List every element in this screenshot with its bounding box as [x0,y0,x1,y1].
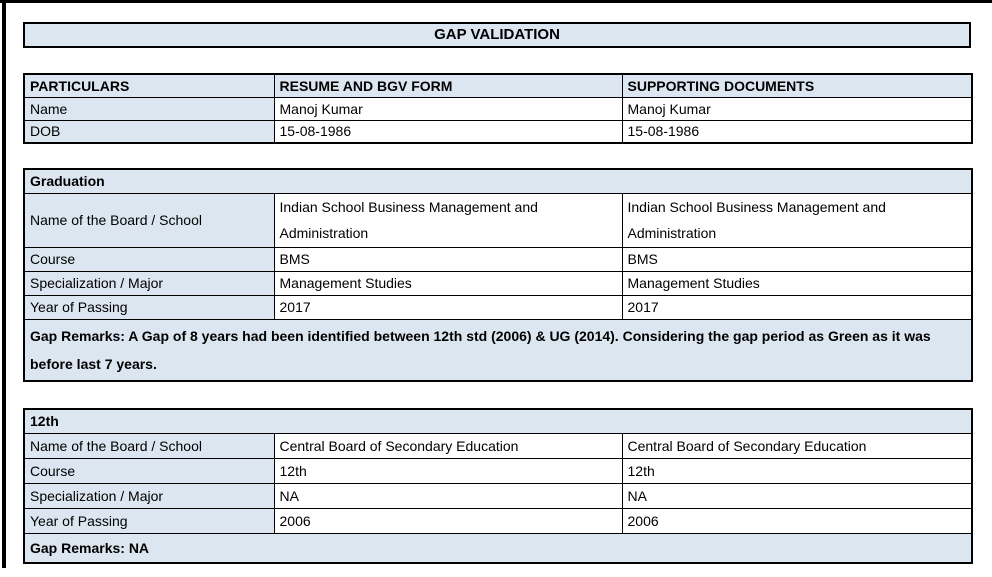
row-label-cell: Course [23,457,275,484]
table-row: Course 12th 12th [23,457,973,484]
table-row: Course BMS BMS [23,246,973,272]
supporting-value-cell: 15-08-1986 [621,119,973,144]
particulars-table: PARTICULARS RESUME AND BGV FORM SUPPORTI… [23,73,973,144]
row-label-cell: Name [23,96,275,121]
table-row: Year of Passing 2006 2006 [23,507,973,534]
resume-value-cell: 12th [273,457,623,484]
gap-remarks-graduation: Gap Remarks: A Gap of 8 years had been i… [23,318,973,382]
document-title: GAP VALIDATION [434,26,560,43]
row-label-cell: Specialization / Major [23,270,275,296]
table-row: Name of the Board / School Indian School… [23,192,973,248]
document-title-box: GAP VALIDATION [23,22,971,48]
supporting-value-cell: Central Board of Secondary Education [621,432,973,459]
page-border-left [2,0,6,568]
supporting-value-cell: 2006 [621,507,973,534]
resume-value-cell: BMS [273,246,623,272]
row-label-cell: DOB [23,119,275,144]
row-label-cell: Name of the Board / School [23,192,275,248]
row-label-cell: Year of Passing [23,294,275,320]
col-header-resume-bgv: RESUME AND BGV FORM [273,73,623,98]
resume-value-cell: 2017 [273,294,623,320]
table-row: DOB 15-08-1986 15-08-1986 [23,119,973,144]
row-label-cell: Name of the Board / School [23,432,275,459]
supporting-value-cell: BMS [621,246,973,272]
resume-value-cell: NA [273,482,623,509]
table-row: Name of the Board / School Central Board… [23,432,973,459]
supporting-value-cell: NA [621,482,973,509]
supporting-value-cell: Indian School Business Management and Ad… [621,192,973,248]
gap-remarks-row: Gap Remarks: A Gap of 8 years had been i… [23,318,973,382]
table-row: Year of Passing 2017 2017 [23,294,973,320]
section-title-graduation: Graduation [23,168,973,194]
page-border-top [0,0,992,3]
section-header-row: 12th [23,408,973,434]
row-label-cell: Course [23,246,275,272]
col-header-particulars: PARTICULARS [23,73,275,98]
row-label-cell: Specialization / Major [23,482,275,509]
table-row: Name Manoj Kumar Manoj Kumar [23,96,973,121]
table-row: Specialization / Major Management Studie… [23,270,973,296]
section-title-12th: 12th [23,408,973,434]
table-header-row: PARTICULARS RESUME AND BGV FORM SUPPORTI… [23,73,973,98]
resume-value-cell: Manoj Kumar [273,96,623,121]
supporting-value-cell: Management Studies [621,270,973,296]
gap-remarks-row: Gap Remarks: NA [23,532,973,563]
supporting-value-cell: Manoj Kumar [621,96,973,121]
resume-value-cell: Central Board of Secondary Education [273,432,623,459]
row-label-cell: Year of Passing [23,507,275,534]
supporting-value-cell: 2017 [621,294,973,320]
supporting-value-cell: 12th [621,457,973,484]
resume-value-cell: 2006 [273,507,623,534]
graduation-table: Graduation Name of the Board / School In… [23,168,973,382]
gap-remarks-12th: Gap Remarks: NA [23,532,973,563]
resume-value-cell: Indian School Business Management and Ad… [273,192,623,248]
col-header-supporting-docs: SUPPORTING DOCUMENTS [621,73,973,98]
section-header-row: Graduation [23,168,973,194]
resume-value-cell: 15-08-1986 [273,119,623,144]
resume-value-cell: Management Studies [273,270,623,296]
table-row: Specialization / Major NA NA [23,482,973,509]
twelfth-table: 12th Name of the Board / School Central … [23,408,974,564]
